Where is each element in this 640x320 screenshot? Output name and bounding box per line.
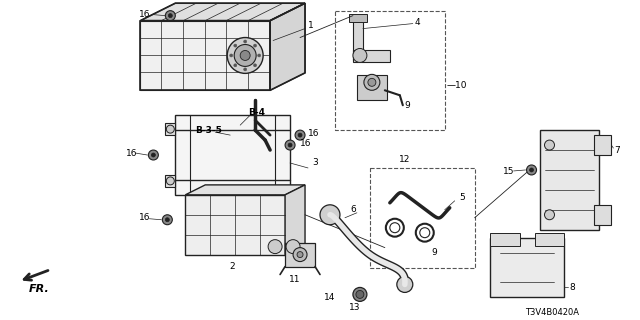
Circle shape (163, 215, 172, 225)
Circle shape (166, 125, 174, 133)
Circle shape (529, 168, 534, 172)
Bar (335, 11, 445, 130)
Text: 9: 9 (432, 248, 438, 257)
Text: 3: 3 (312, 158, 318, 167)
Polygon shape (285, 185, 305, 255)
Text: 2: 2 (229, 262, 235, 271)
Text: —10: —10 (447, 81, 467, 90)
Text: B-4: B-4 (248, 108, 265, 117)
Polygon shape (285, 243, 315, 267)
Polygon shape (175, 115, 290, 195)
Circle shape (353, 287, 367, 301)
Polygon shape (534, 233, 564, 246)
Polygon shape (353, 16, 363, 60)
Text: 5: 5 (460, 193, 465, 202)
Circle shape (527, 165, 536, 175)
Text: FR.: FR. (29, 284, 49, 294)
Polygon shape (270, 3, 305, 90)
Polygon shape (490, 238, 564, 297)
Text: 16: 16 (300, 139, 312, 148)
Circle shape (227, 37, 263, 73)
Circle shape (244, 68, 246, 71)
Circle shape (545, 210, 554, 220)
Text: 13: 13 (349, 303, 361, 312)
Circle shape (268, 240, 282, 253)
Text: 16: 16 (126, 148, 138, 157)
Bar (370, 168, 475, 268)
Text: 6: 6 (350, 205, 356, 214)
Polygon shape (140, 3, 305, 20)
Circle shape (253, 44, 257, 47)
Text: 16: 16 (308, 129, 319, 138)
Text: 12: 12 (399, 156, 410, 164)
Circle shape (234, 44, 256, 67)
Text: B-3-5: B-3-5 (195, 126, 222, 135)
Circle shape (253, 64, 257, 67)
Polygon shape (595, 205, 611, 225)
Circle shape (166, 177, 174, 185)
Circle shape (258, 54, 260, 57)
Text: 14: 14 (324, 293, 335, 302)
Circle shape (148, 150, 158, 160)
Polygon shape (140, 20, 270, 90)
Circle shape (234, 44, 237, 47)
Polygon shape (357, 76, 387, 100)
Polygon shape (353, 51, 390, 62)
Circle shape (234, 64, 237, 67)
Circle shape (298, 133, 302, 137)
Text: 16: 16 (139, 10, 150, 19)
Circle shape (397, 276, 413, 292)
Circle shape (368, 78, 376, 86)
Circle shape (285, 140, 295, 150)
Polygon shape (490, 233, 520, 246)
Polygon shape (186, 185, 305, 195)
Circle shape (364, 74, 380, 90)
Polygon shape (540, 130, 600, 230)
Circle shape (152, 153, 156, 157)
Circle shape (545, 140, 554, 150)
Circle shape (353, 49, 367, 62)
Circle shape (240, 51, 250, 60)
Text: T3V4B0420A: T3V4B0420A (525, 308, 579, 317)
Circle shape (165, 218, 170, 222)
Text: 8: 8 (570, 283, 575, 292)
Circle shape (297, 252, 303, 258)
Text: 9: 9 (405, 101, 411, 110)
Text: 1: 1 (308, 21, 314, 30)
Circle shape (293, 248, 307, 261)
Bar (349, 14, 367, 22)
Circle shape (230, 54, 233, 57)
Circle shape (320, 205, 340, 225)
Text: 15: 15 (503, 167, 515, 176)
Polygon shape (165, 175, 175, 187)
Circle shape (244, 40, 246, 43)
Text: 11: 11 (289, 275, 301, 284)
Text: 7: 7 (614, 146, 620, 155)
Circle shape (288, 143, 292, 147)
Text: 4: 4 (415, 18, 420, 27)
Polygon shape (595, 135, 611, 155)
Circle shape (168, 14, 172, 18)
Circle shape (286, 240, 300, 253)
Text: 16: 16 (139, 213, 150, 222)
Circle shape (165, 11, 175, 20)
Circle shape (356, 291, 364, 298)
Polygon shape (165, 123, 175, 135)
Circle shape (295, 130, 305, 140)
Polygon shape (186, 195, 285, 255)
